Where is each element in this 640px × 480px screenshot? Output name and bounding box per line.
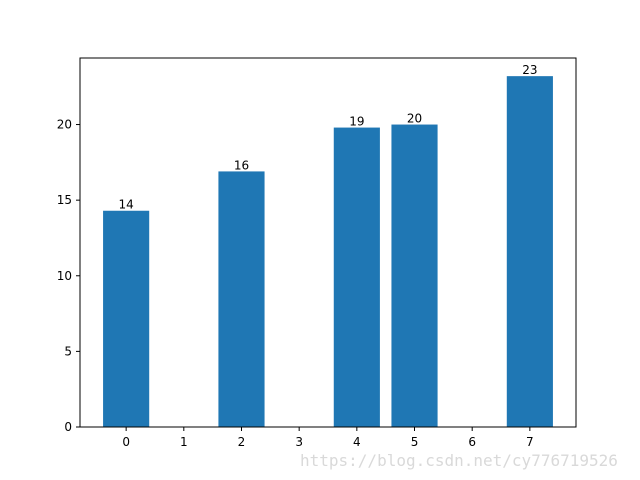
bar-7 <box>506 76 553 428</box>
bar-5 <box>391 124 438 427</box>
x-tick-label-7: 7 <box>526 435 534 449</box>
x-tick-label-3: 3 <box>295 435 303 449</box>
bar-4 <box>333 127 380 427</box>
bar-0 <box>103 210 150 427</box>
x-tick-label-0: 0 <box>122 435 130 449</box>
y-tick-label-5: 5 <box>64 344 72 358</box>
y-tick-label-0: 0 <box>64 420 72 434</box>
bar-2 <box>218 171 265 427</box>
data-label-2: 16 <box>234 158 249 172</box>
data-label-0: 14 <box>118 198 133 212</box>
bars <box>103 76 553 428</box>
plot-frame <box>79 57 577 428</box>
x-axis: 0 1 2 3 4 5 6 7 <box>122 427 534 449</box>
x-tick-label-6: 6 <box>468 435 476 449</box>
x-tick-label-2: 2 <box>238 435 246 449</box>
data-label-7: 23 <box>522 63 537 77</box>
y-tick-label-20: 20 <box>57 118 72 132</box>
x-tick-label-1: 1 <box>180 435 188 449</box>
y-tick-label-15: 15 <box>57 193 72 207</box>
x-tick-label-4: 4 <box>353 435 361 449</box>
x-tick-label-5: 5 <box>411 435 419 449</box>
y-axis: 0 5 10 15 20 <box>57 118 80 434</box>
data-labels: 14 16 19 20 23 <box>118 63 537 212</box>
data-label-5: 20 <box>407 112 422 126</box>
data-label-4: 19 <box>349 115 364 129</box>
y-tick-label-10: 10 <box>57 269 72 283</box>
watermark-text: https://blog.csdn.net/cy776719526 <box>300 451 618 470</box>
